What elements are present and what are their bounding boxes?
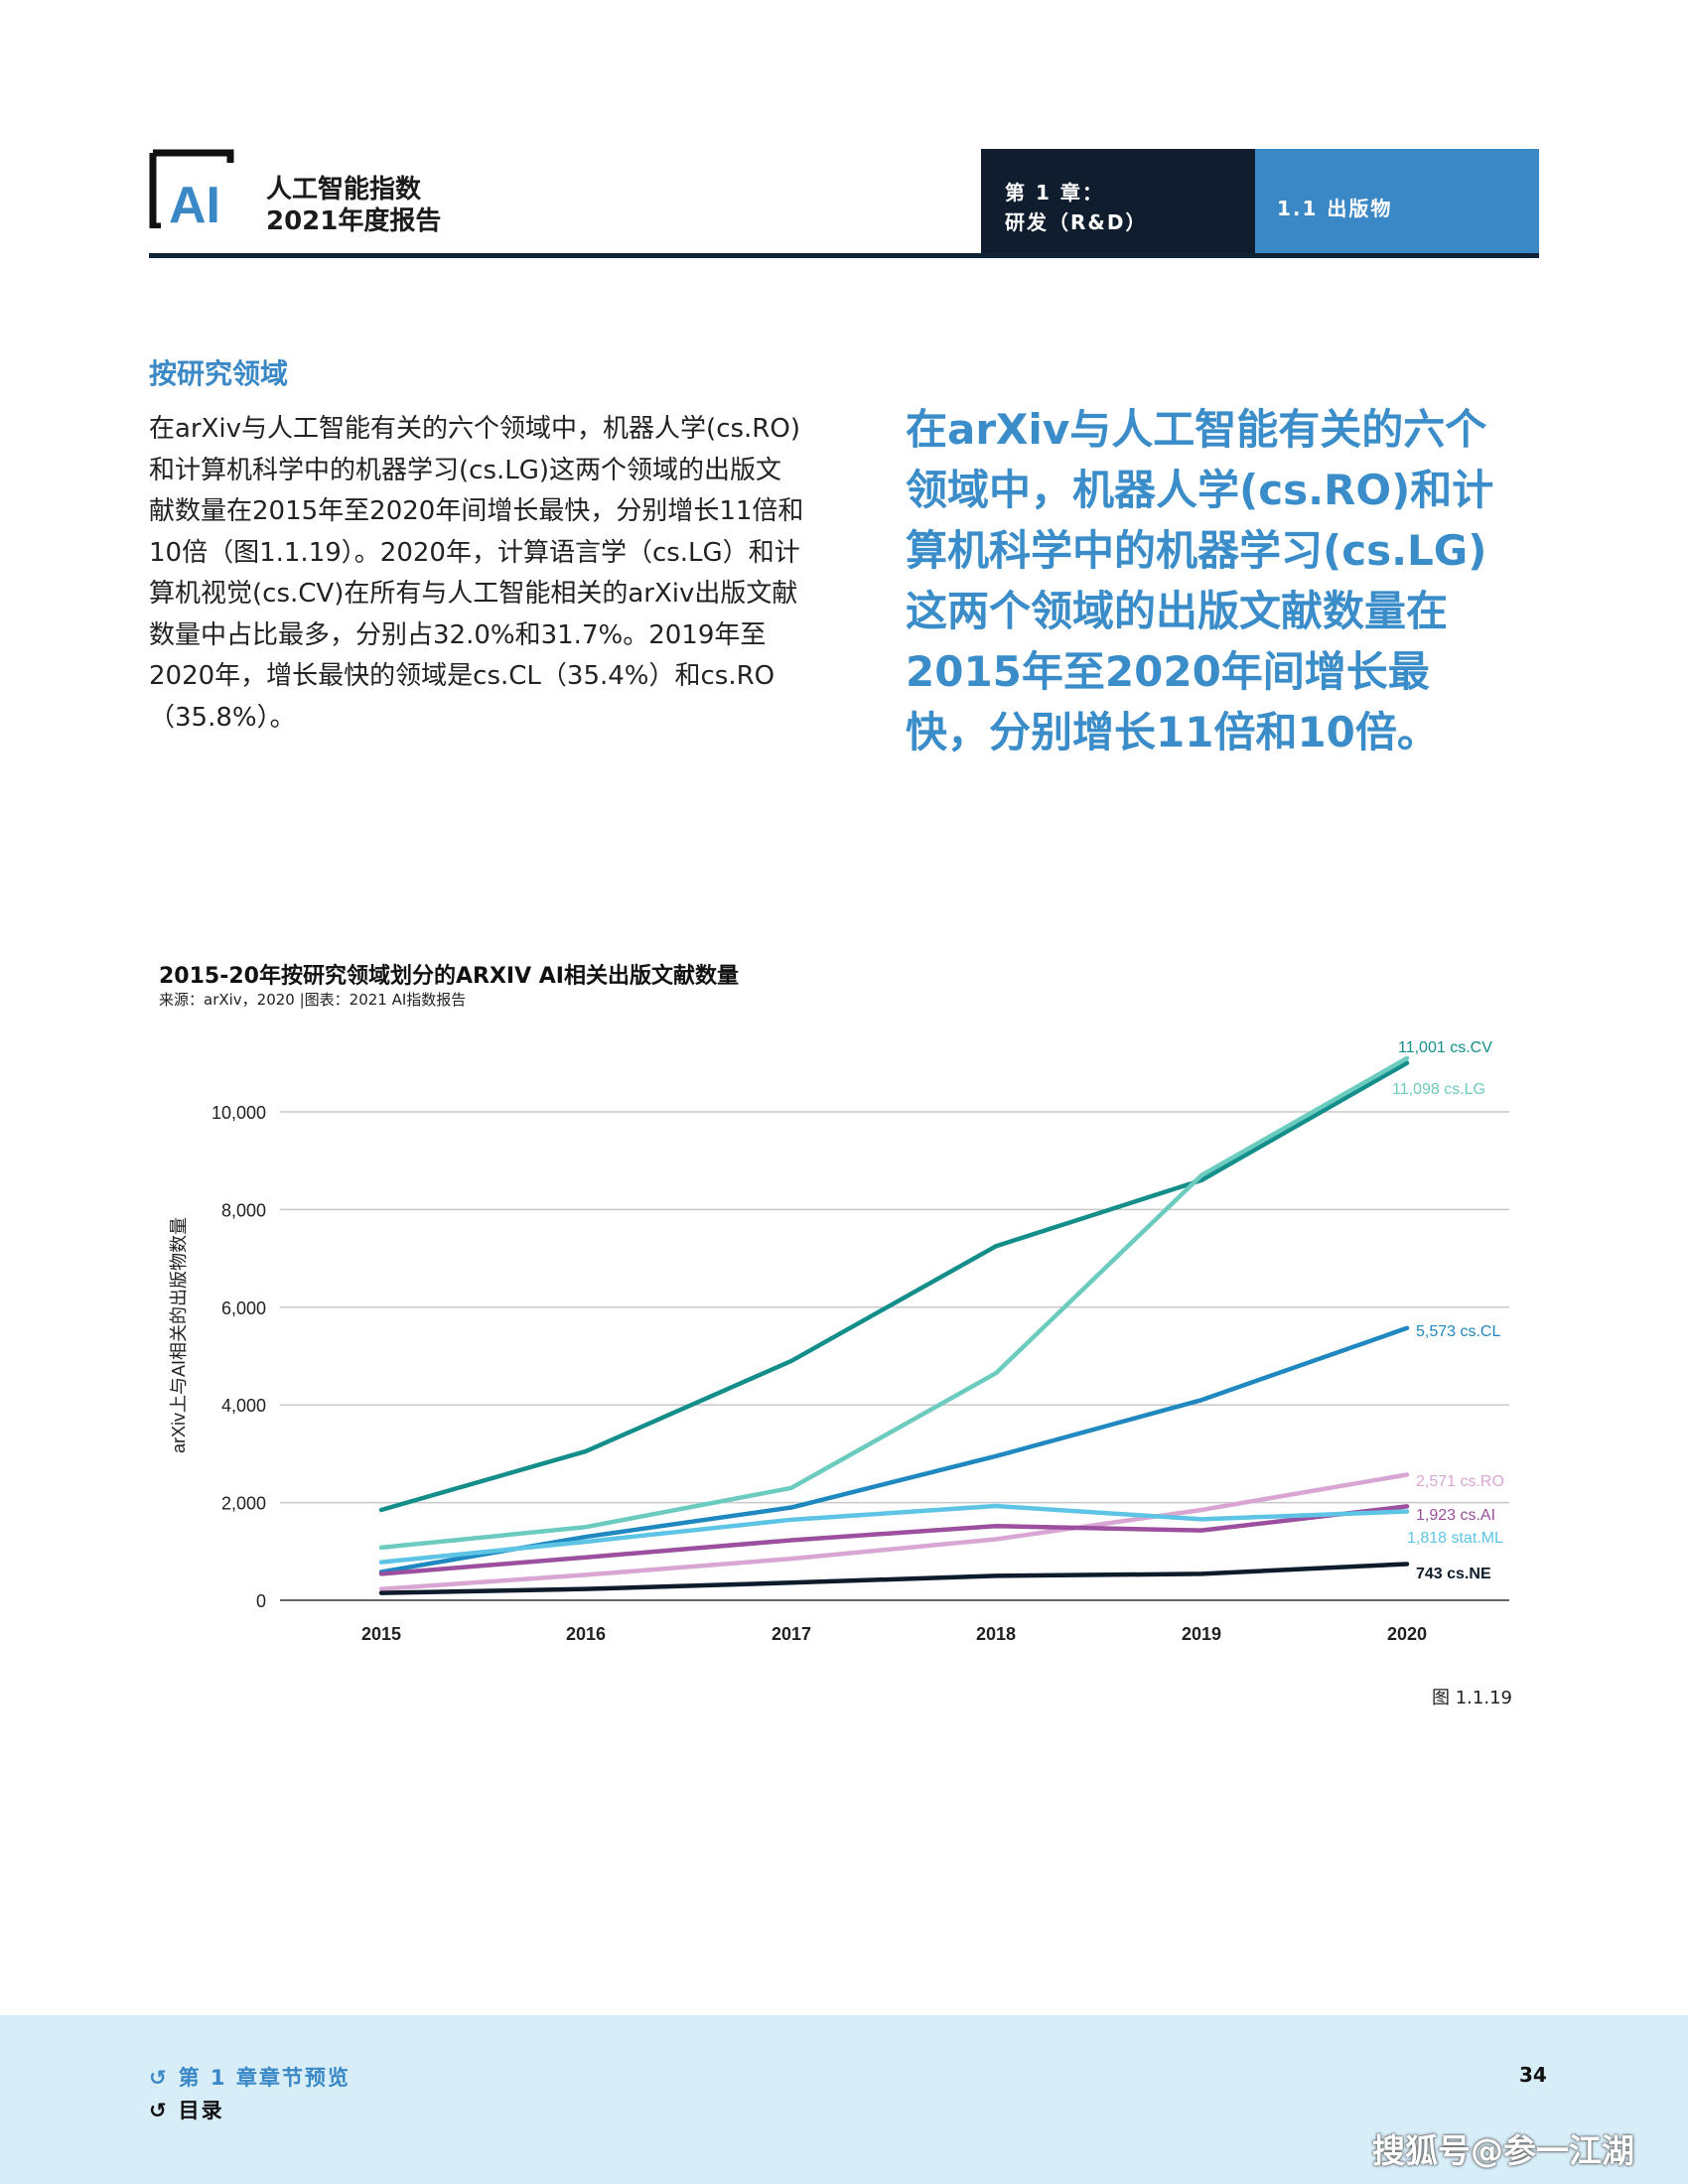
report-title-line2: 2021年度报告	[266, 206, 442, 236]
series-label-cs-CL: 5,573 cs.CL	[1416, 1323, 1500, 1340]
x-tick-label: 2018	[976, 1624, 1016, 1644]
chapter-line2: 研发（R&D）	[1005, 210, 1148, 234]
series-line-cs-NE	[378, 1562, 1410, 1595]
page-number: 34	[1519, 2063, 1547, 2087]
y-tick-label: 4,000	[221, 1396, 266, 1416]
report-title-line1: 人工智能指数	[266, 175, 422, 205]
line-chart: 0 2,000 4,000 6,000 8,000 10,000 2015 2016 2017 2…	[169, 1039, 1509, 1644]
toc-label: 目录	[178, 2099, 224, 2122]
series-label-cs-LG: 11,098 cs.LG	[1392, 1081, 1485, 1098]
series-label-cs-CV: 11,001 cs.CV	[1398, 1039, 1492, 1056]
y-tick-label: 0	[256, 1591, 266, 1611]
report-title: 人工智能指数 2021年度报告	[266, 174, 441, 237]
logo-text: AI	[169, 177, 220, 228]
header-divider	[149, 253, 1539, 258]
chapter-line1: 第 1 章：	[1005, 181, 1104, 205]
series-line-cs-CL	[378, 1325, 1410, 1574]
series-line-cs-LG	[378, 1055, 1410, 1551]
y-axis-label: arXiv上与AI相关的出版物数量	[169, 1217, 189, 1453]
y-tick-label: 10,000	[211, 1103, 266, 1123]
section-tab[interactable]: 1.1 出版物	[1255, 149, 1539, 256]
x-tick-label: 2017	[772, 1624, 811, 1644]
footer-bar	[0, 2015, 1688, 2184]
series-label-cs-NE: 743 cs.NE	[1416, 1566, 1491, 1582]
section-label: 1.1 出版物	[1277, 197, 1393, 220]
pull-quote: 在arXiv与人工智能有关的六个领域中，机器人学(cs.RO)和计算机科学中的机…	[906, 405, 1494, 756]
series-line-cs-AI	[378, 1504, 1410, 1576]
chapter-tab[interactable]: 第 1 章： 研发（R&D）	[981, 149, 1255, 256]
x-tick-label: 2020	[1387, 1624, 1427, 1644]
series-label-cs-RO: 2,571 cs.RO	[1416, 1473, 1504, 1490]
return-arrow-icon: ↺	[149, 2099, 169, 2122]
body-paragraph: 在arXiv与人工智能有关的六个领域中，机器人学(cs.RO)和计算机科学中的机…	[149, 414, 804, 733]
section-heading: 按研究领域	[149, 357, 289, 390]
series-line-cs-CV	[378, 1060, 1410, 1513]
series-line-stat-ML	[378, 1503, 1410, 1565]
series-line-cs-RO	[378, 1472, 1410, 1591]
x-tick-label: 2016	[566, 1624, 606, 1644]
return-arrow-icon: ↺	[149, 2066, 169, 2090]
y-tick-label: 2,000	[221, 1494, 266, 1514]
toc-link[interactable]: ↺ 目录	[149, 2095, 224, 2124]
chapter-preview-label: 第 1 章章节预览	[178, 2066, 351, 2090]
x-tick-label: 2015	[361, 1624, 401, 1644]
x-tick-label: 2019	[1182, 1624, 1221, 1644]
series-label-cs-AI: 1,923 cs.AI	[1416, 1507, 1495, 1524]
y-tick-label: 6,000	[221, 1298, 266, 1318]
series-label-stat-ML: 1,818 stat.ML	[1407, 1530, 1503, 1547]
ai-index-logo: AI	[149, 149, 234, 228]
watermark: 搜狐号@参一江湖	[1372, 2131, 1634, 2170]
chart-title: 2015-20年按研究领域划分的ARXIV AI相关出版文献数量	[159, 964, 739, 989]
chapter-preview-link[interactable]: ↺ 第 1 章章节预览	[149, 2062, 351, 2092]
chart-source: 来源：arXiv，2020 |图表：2021 AI指数报告	[159, 991, 467, 1009]
y-tick-label: 8,000	[221, 1200, 266, 1220]
figure-label: 图 1.1.19	[1432, 1688, 1512, 1708]
